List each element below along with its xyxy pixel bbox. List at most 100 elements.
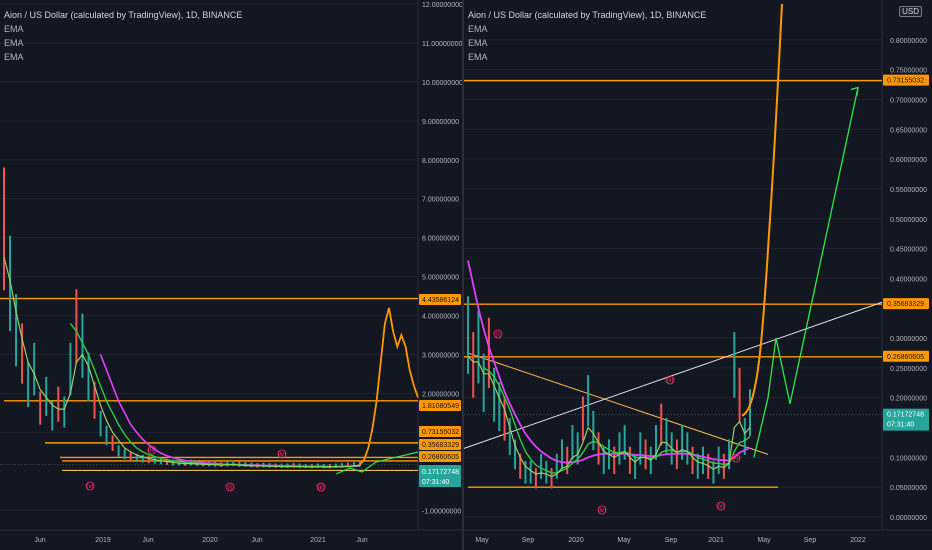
right-level-tag-1: 0.35683329 [887,301,924,308]
right-x-tick-label-5: 2021 [708,537,724,544]
left-ema-fast-line [3,257,361,468]
right-level-tag-bg-1 [883,298,929,310]
left-x-tick-label-2: Jun [142,537,153,544]
right-x-tick-label-7: Sep [804,537,817,544]
left-price-tag-value: 0.17172748 [422,469,459,476]
left-level-tag-bg-3 [419,439,461,450]
right-wave-note-circle-2 [597,505,607,515]
left-x-tick-label-5: 2021 [310,537,326,544]
right-chart-canvas[interactable]: 0.80000000 0.75000000 0.70000000 0.65000000… [464,0,932,550]
right-wave-note-circle-1 [665,375,675,385]
right-wave-note-1: (ii) [667,378,674,384]
left-level-tag-0: 4.43586124 [422,297,459,304]
right-projection-green [753,87,859,458]
left-y-tick-label-1: 11.00000000 [422,41,462,48]
right-y-tick-label-8: 0.40000000 [890,276,927,283]
left-x-tick-label-1: 2019 [95,537,111,544]
right-x-tick-label-2: 2020 [568,537,584,544]
left-chart-pane[interactable]: 12.00000000 11.00000000 10.00000000 9.00000… [0,0,462,550]
right-y-tick-label-12: 0.10000000 [890,455,927,462]
left-price-tag-bg [419,465,461,487]
right-x-tick-label-6: May [757,537,771,544]
left-green-projection [335,451,419,475]
left-wave-note-circle-1 [277,449,287,459]
right-ascending-trendline [464,301,883,449]
right-wave-note-circle-3 [716,501,726,511]
left-x-tick-label-6: Jun [356,537,367,544]
right-price-axis [882,0,932,550]
right-y-tick-label-13: 0.05000000 [890,485,927,492]
right-y-tick-label-2: 0.70000000 [890,97,927,104]
left-wave-note-circle-3 [225,482,235,492]
right-x-tick-label-8: 2022 [850,537,866,544]
left-y-tick-label-9: 3.00000000 [422,353,459,360]
right-y-tick-label-10: 0.25000000 [890,366,927,373]
left-y-tick-label-8: 4.00000000 [422,314,459,321]
right-y-tick-label-0: 0.80000000 [890,38,927,45]
left-ema-mid-line [69,322,361,468]
right-x-tick-label-3: May [617,537,631,544]
left-y-tick-label-7: 5.00000000 [422,275,459,282]
right-price-tag-value: 0.17172748 [887,412,924,419]
left-level-tag-2: 0.73155032 [422,429,459,436]
right-chart-pane[interactable]: 0.80000000 0.75000000 0.70000000 0.65000000… [464,0,932,550]
left-y-tick-label-5: 7.00000000 [422,197,459,204]
left-wave-note-circle-2 [85,481,95,491]
left-y-tick-label-2: 10.00000000 [422,80,462,87]
left-level-tag-4: 0.26860605 [422,454,459,461]
right-y-tick-label-9: 0.30000000 [890,336,927,343]
right-y-tick-label-4: 0.60000000 [890,157,927,164]
right-wave-note-0: (i) [495,332,500,338]
right-y-tick-label-14: 0.00000000 [890,515,927,522]
right-y-tick-label-5: 0.55000000 [890,187,927,194]
left-wave-note-0: (iii) [148,448,156,454]
left-wave-note-circle-4 [316,482,326,492]
right-y-tick-label-7: 0.45000000 [890,247,927,254]
right-level-tag-bg-2 [883,350,929,362]
left-price-tag-countdown: 07:31:40 [422,479,449,486]
left-level-tag-bg-4 [419,451,461,462]
left-projection-line [359,307,419,466]
right-y-tick-label-11: 0.20000000 [890,396,927,403]
left-wave-note-3: (i) [227,485,232,491]
left-level-tag-bg-0 [419,294,461,305]
right-price-tag-bg [883,408,929,431]
right-wave-note-4: (iii) [732,456,740,462]
right-ema-mid-line [483,367,751,474]
right-wave-note-circle-4 [731,453,741,463]
right-projection-arrowhead [850,86,859,96]
currency-badge[interactable]: USD [899,6,922,17]
right-level-tag-0: 0.73155032 [887,78,924,85]
left-y-tick-label-6: 6.00000000 [422,236,459,243]
right-descending-trendline [467,352,769,455]
left-level-tag-bg-1 [419,400,461,411]
left-x-tick-label-0: Jun [34,537,45,544]
right-wave-note-3: (v) [718,504,725,510]
right-y-tick-label-1: 0.75000000 [890,68,927,75]
left-y-tick-label-4: 8.00000000 [422,158,459,165]
left-y-tick-label-0: 12.00000000 [422,2,462,9]
right-wave-note-2: (iv) [598,508,606,514]
left-level-tag-1: 1.81080549 [422,403,459,410]
left-level-tag-bg-2 [419,426,461,437]
right-y-tick-label-6: 0.50000000 [890,217,927,224]
left-wave-note-4: (ii) [318,485,325,491]
left-wave-note-1: (iv) [278,452,286,458]
right-x-tick-label-4: Sep [665,537,678,544]
left-wave-note-2: (v) [87,484,94,490]
right-level-tag-bg-0 [883,74,929,86]
left-y-tick-label-10: 2.00000000 [422,391,459,398]
right-price-tag-countdown: 07:31:40 [887,422,914,429]
left-level-tag-3: 0.35683329 [422,442,459,449]
left-x-tick-label-3: 2020 [202,537,218,544]
right-wave-note-circle-0 [493,329,503,339]
pane-divider[interactable] [462,0,464,550]
left-wave-note-circle-0 [147,445,157,455]
left-x-tick-label-4: Jun [251,537,262,544]
right-x-tick-label-0: May [475,537,489,544]
left-y-tick-label-3: 9.00000000 [422,119,459,126]
left-y-tick-label-12: -1.00000000 [422,508,461,515]
right-x-tick-label-1: Sep [522,537,535,544]
left-chart-canvas[interactable]: 12.00000000 11.00000000 10.00000000 9.00000… [0,0,462,550]
